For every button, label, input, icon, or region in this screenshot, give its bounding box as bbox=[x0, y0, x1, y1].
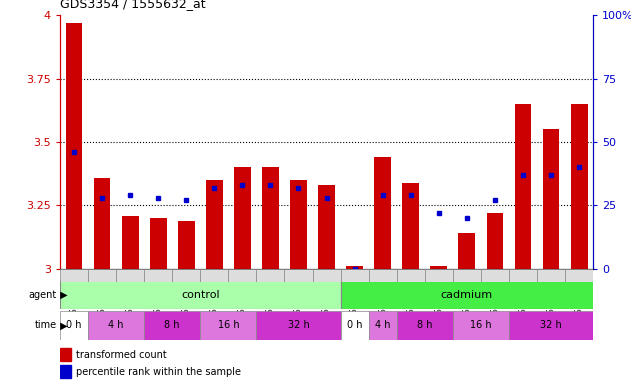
Bar bbox=[374, 157, 391, 269]
Bar bbox=[144, 269, 172, 282]
Bar bbox=[430, 266, 447, 269]
Bar bbox=[262, 167, 279, 269]
Text: ▶: ▶ bbox=[57, 320, 68, 331]
Bar bbox=[346, 266, 363, 269]
Bar bbox=[66, 23, 83, 269]
Bar bbox=[116, 269, 144, 282]
Bar bbox=[93, 177, 110, 269]
Bar bbox=[570, 104, 587, 269]
Bar bbox=[144, 311, 200, 340]
Text: time: time bbox=[35, 320, 57, 331]
Bar bbox=[397, 269, 425, 282]
Bar bbox=[60, 311, 88, 340]
Bar bbox=[537, 269, 565, 282]
Text: 0 h: 0 h bbox=[347, 320, 362, 331]
Bar bbox=[228, 269, 256, 282]
Text: 16 h: 16 h bbox=[218, 320, 239, 331]
Bar bbox=[453, 269, 481, 282]
Text: 0 h: 0 h bbox=[66, 320, 82, 331]
Bar bbox=[200, 311, 256, 340]
Bar bbox=[397, 311, 453, 340]
Bar bbox=[60, 280, 341, 309]
Bar bbox=[514, 104, 531, 269]
Bar bbox=[88, 311, 144, 340]
Text: ▶: ▶ bbox=[57, 290, 68, 300]
Bar bbox=[290, 180, 307, 269]
Text: cadmium: cadmium bbox=[441, 290, 493, 300]
Bar bbox=[285, 269, 312, 282]
Bar bbox=[369, 311, 397, 340]
Bar bbox=[565, 269, 593, 282]
Bar bbox=[425, 269, 453, 282]
Text: transformed count: transformed count bbox=[76, 349, 167, 359]
Text: agent: agent bbox=[28, 290, 57, 300]
Text: 32 h: 32 h bbox=[540, 320, 562, 331]
Bar bbox=[256, 269, 285, 282]
Bar bbox=[341, 311, 369, 340]
Bar bbox=[341, 269, 369, 282]
Bar bbox=[256, 311, 341, 340]
Bar bbox=[60, 365, 71, 379]
Bar bbox=[543, 129, 560, 269]
Text: 4 h: 4 h bbox=[375, 320, 391, 331]
Bar bbox=[60, 348, 71, 361]
Bar bbox=[453, 311, 509, 340]
Bar bbox=[234, 167, 251, 269]
Text: 8 h: 8 h bbox=[165, 320, 180, 331]
Text: 32 h: 32 h bbox=[288, 320, 309, 331]
Bar bbox=[88, 269, 116, 282]
Bar bbox=[487, 213, 504, 269]
Bar bbox=[60, 269, 88, 282]
Bar bbox=[459, 233, 475, 269]
Bar bbox=[172, 269, 200, 282]
Text: 4 h: 4 h bbox=[109, 320, 124, 331]
Bar bbox=[150, 218, 167, 269]
Text: 8 h: 8 h bbox=[417, 320, 432, 331]
Bar bbox=[509, 311, 593, 340]
Text: percentile rank within the sample: percentile rank within the sample bbox=[76, 367, 241, 377]
Bar bbox=[403, 183, 419, 269]
Bar bbox=[318, 185, 335, 269]
Text: GDS3354 / 1555632_at: GDS3354 / 1555632_at bbox=[60, 0, 206, 10]
Bar bbox=[481, 269, 509, 282]
Bar bbox=[178, 221, 194, 269]
Bar bbox=[200, 269, 228, 282]
Bar bbox=[122, 215, 139, 269]
Bar bbox=[369, 269, 397, 282]
Bar bbox=[206, 180, 223, 269]
Bar bbox=[509, 269, 537, 282]
Bar bbox=[341, 280, 593, 309]
Text: 16 h: 16 h bbox=[470, 320, 492, 331]
Text: control: control bbox=[181, 290, 220, 300]
Bar bbox=[312, 269, 341, 282]
